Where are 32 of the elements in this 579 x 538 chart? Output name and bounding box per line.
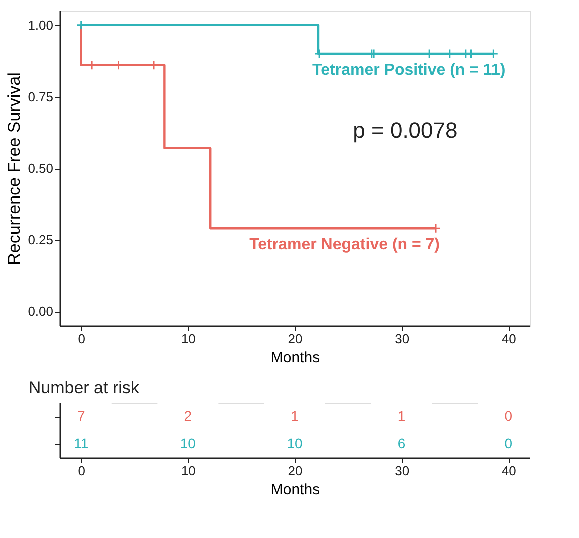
data-label: 10 bbox=[180, 435, 196, 452]
data-label: 6 bbox=[398, 435, 406, 452]
x-tick-label: 30 bbox=[395, 464, 410, 478]
x-tick-label: 40 bbox=[502, 464, 516, 478]
data-label: 1 bbox=[291, 408, 300, 424]
x-tick-label: 0 bbox=[78, 332, 86, 346]
y-tick-label: 0.75 bbox=[28, 89, 54, 104]
chart-title: Number at risk bbox=[28, 378, 140, 398]
x-axis-title: Months bbox=[270, 350, 320, 366]
y-axis-title: Recurrence Free Survival bbox=[5, 72, 24, 266]
x-tick-label: 20 bbox=[288, 332, 303, 346]
x-tick-label: 20 bbox=[288, 464, 303, 478]
data-label: 10 bbox=[287, 435, 303, 452]
annotation: p = 0.0078 bbox=[353, 118, 458, 143]
y-tick-label: 0.00 bbox=[28, 304, 54, 320]
data-label: 7 bbox=[77, 408, 86, 424]
x-axis-title: Months bbox=[270, 482, 320, 498]
x-tick-label: 40 bbox=[502, 332, 516, 346]
x-tick-label: 0 bbox=[78, 464, 86, 478]
data-label: 11 bbox=[74, 435, 89, 452]
data-label: 2 bbox=[184, 408, 192, 424]
data-label: 0 bbox=[504, 435, 513, 452]
x-tick-label: 10 bbox=[181, 464, 196, 478]
y-tick-label: 1.00 bbox=[28, 18, 54, 33]
y-tick-label: 0.25 bbox=[28, 232, 54, 248]
series-label: Tetramer Positive (n = 11) bbox=[312, 62, 506, 79]
data-label: 1 bbox=[398, 408, 406, 424]
y-tick-label: 0.50 bbox=[28, 161, 54, 176]
data-label: 0 bbox=[504, 408, 513, 424]
x-tick-label: 30 bbox=[395, 332, 410, 346]
series-label: Tetramer Negative (n = 7) bbox=[250, 236, 440, 254]
x-tick-label: 10 bbox=[181, 332, 196, 346]
